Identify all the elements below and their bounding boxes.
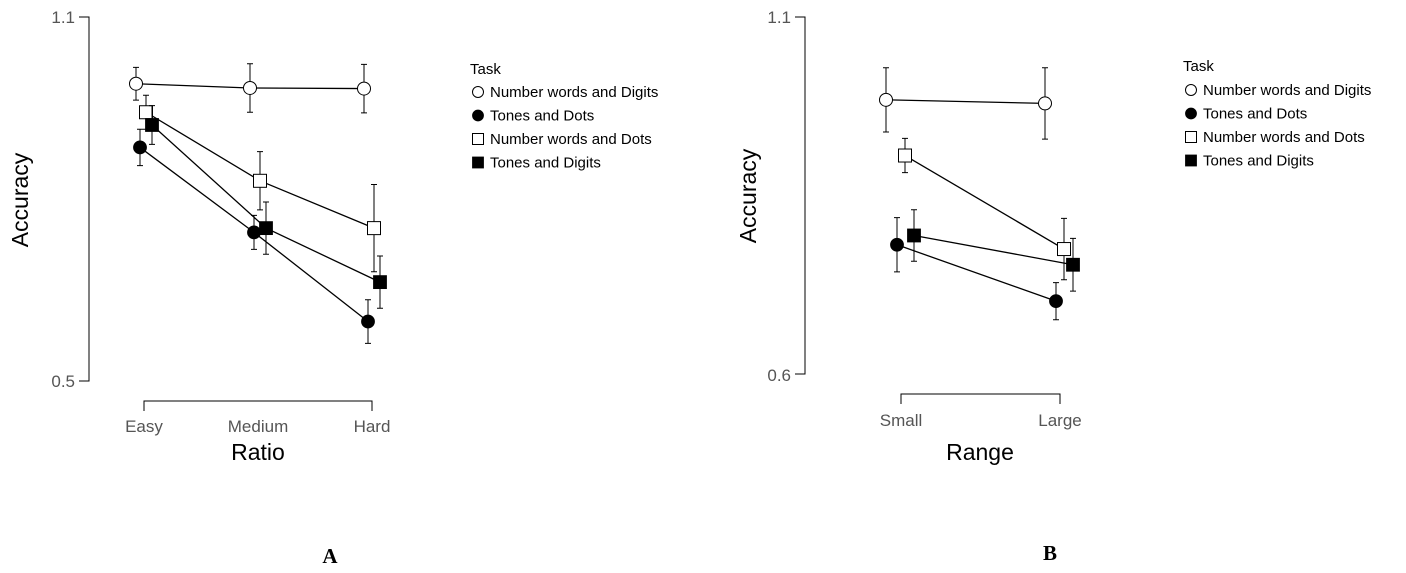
panel-a-legend-item: Tones and Dots (472, 108, 594, 125)
panel-a-legend-item: Number words and Dots (472, 131, 652, 148)
panel-b-letter: B (1043, 541, 1057, 565)
panel-a-x-tick-label: Medium (228, 417, 288, 436)
panel-a-series-number-words-and-dots (139, 94, 381, 273)
panel-a-series-tones-and-digits (145, 105, 387, 309)
data-point (1066, 257, 1080, 272)
chart-panel-a: 1.1 0.5 Accuracy Ratio Easy Medium Hard Ta… (7, 8, 658, 568)
legend-label: Tones and Dots (490, 108, 594, 125)
data-point (1057, 242, 1071, 257)
panel-a-plot-area (129, 63, 387, 344)
panel-a-x-tick-label: Hard (354, 417, 391, 436)
data-point (898, 148, 912, 163)
panel-b-plot-area (879, 67, 1080, 321)
panel-b-y-tick-label: 0.6 (767, 366, 791, 385)
legend-marker (472, 109, 484, 122)
panel-b-legend: Task Number words and Digits Tones and Do… (1183, 58, 1371, 170)
panel-b-x-axis-title: Range (946, 439, 1014, 465)
data-point (367, 221, 381, 236)
panel-b-series-number-words-and-digits (879, 67, 1052, 140)
legend-marker (472, 156, 484, 169)
legend-marker (1185, 107, 1197, 120)
panel-a-y-tick-label: 0.5 (51, 372, 75, 391)
panel-b-x-tick-label: Large (1038, 411, 1081, 430)
legend-label: Number words and Digits (490, 84, 658, 101)
legend-label: Number words and Digits (1203, 82, 1371, 99)
data-point (133, 140, 147, 155)
panel-a-legend-item: Tones and Digits (472, 155, 601, 172)
series-line (896, 244, 1057, 302)
panel-a-y-axis-title: Accuracy (7, 152, 33, 247)
legend-marker (472, 86, 484, 98)
panel-b-legend-item: Number words and Dots (1185, 129, 1365, 146)
data-point (243, 80, 257, 95)
panel-b-y-axis-line (795, 16, 806, 375)
data-point (253, 173, 267, 188)
legend-label: Tones and Dots (1203, 106, 1307, 123)
data-point (139, 105, 153, 120)
panel-a-series-tones-and-dots (133, 128, 375, 344)
legend-marker (472, 133, 484, 145)
panel-b-legend-item: Tones and Digits (1185, 153, 1314, 170)
panel-b-x-axis-line (900, 393, 1061, 404)
legend-marker (1185, 131, 1197, 143)
panel-b-y-axis-title: Accuracy (735, 148, 761, 243)
panel-a-legend-item: Number words and Digits (472, 84, 658, 101)
series-line (904, 154, 1065, 250)
panel-b-legend-item: Number words and Digits (1185, 82, 1371, 99)
data-point (259, 221, 273, 236)
data-point (879, 92, 893, 107)
panel-b-legend-title: Task (1183, 58, 1214, 75)
data-point (1038, 96, 1052, 111)
legend-label: Tones and Digits (1203, 153, 1314, 170)
data-point (357, 81, 371, 96)
legend-marker (1185, 84, 1197, 96)
panel-b-series-number-words-and-dots (898, 137, 1071, 281)
data-point (361, 314, 375, 329)
panel-b-y-tick-label: 1.1 (767, 8, 791, 27)
panel-a-y-axis-line (79, 16, 90, 382)
panel-b-series-tones-and-digits (907, 209, 1080, 292)
legend-label: Number words and Dots (1203, 129, 1365, 146)
panel-a-axes: 1.1 0.5 Accuracy Ratio (7, 8, 373, 465)
data-point (907, 228, 921, 243)
panel-a-legend-title: Task (470, 61, 501, 78)
series-line (913, 234, 1074, 266)
data-point (1049, 294, 1063, 309)
panel-a-x-axis-title: Ratio (231, 439, 285, 465)
panel-b-x-tick-label: Small (880, 411, 923, 430)
chart-panel-b: 1.1 0.6 Accuracy Range Small Large Task N… (735, 8, 1371, 565)
panel-a-series-number-words-and-digits (129, 63, 371, 114)
panel-a-x-axis-line (143, 400, 373, 411)
panel-a-legend: Task Number words and Digits Tones and Do… (470, 61, 658, 172)
data-point (129, 76, 143, 91)
panel-b-x-tick-labels: Small Large (880, 411, 1082, 430)
panel-b-legend-item: Tones and Dots (1185, 106, 1307, 123)
panel-b-axes: 1.1 0.6 Accuracy Range (735, 8, 1061, 465)
data-point (373, 275, 387, 290)
panel-b-series-tones-and-dots (890, 217, 1063, 321)
data-point (247, 225, 261, 240)
data-point (145, 118, 159, 132)
panel-a-x-tick-labels: Easy Medium Hard (125, 417, 390, 436)
panel-a-x-tick-label: Easy (125, 417, 163, 436)
legend-label: Number words and Dots (490, 131, 652, 148)
series-line (885, 99, 1046, 105)
data-point (890, 237, 904, 252)
panel-a-y-tick-label: 1.1 (51, 8, 75, 27)
legend-marker (1185, 154, 1197, 167)
panel-a-letter: A (322, 544, 338, 568)
legend-label: Tones and Digits (490, 155, 601, 172)
